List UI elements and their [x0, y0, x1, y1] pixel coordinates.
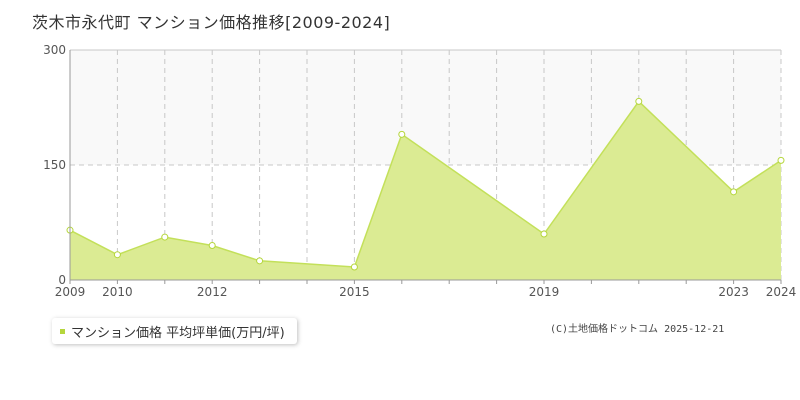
data-point: [113, 251, 121, 259]
y-ticks: 0 150 300: [43, 43, 66, 287]
x-ticks: 2009 2010 2012 2015 2019 2023 2024: [55, 280, 797, 299]
data-point: [635, 97, 643, 105]
copyright: (C)土地価格ドットコム 2025-12-21: [550, 324, 725, 335]
x-tick-label: 2012: [197, 285, 228, 299]
x-tick-label: 2015: [339, 285, 370, 299]
price-area: [70, 101, 781, 281]
x-tick-label: 2023: [718, 285, 749, 299]
x-tick-label: 2010: [102, 285, 133, 299]
data-points: [66, 97, 785, 271]
x-tick-label: 2019: [529, 285, 560, 299]
legend-swatch: [60, 328, 65, 334]
data-point: [350, 263, 358, 271]
y-tick-label: 0: [58, 273, 66, 287]
data-point: [777, 156, 785, 164]
data-point: [208, 242, 216, 249]
data-point: [398, 130, 406, 138]
y-tick-label: 300: [43, 43, 66, 57]
x-tick-label: 2024: [766, 285, 797, 299]
legend-label: マンション価格 平均坪単価(万円/坪): [71, 325, 285, 341]
data-point: [161, 233, 169, 241]
legend: マンション価格 平均坪単価(万円/坪): [52, 318, 297, 344]
data-point: [730, 188, 738, 196]
data-point: [256, 257, 264, 265]
x-tick-label: 2009: [55, 285, 86, 299]
y-tick-label: 150: [43, 158, 66, 172]
chart-title: 茨木市永代町 マンション価格推移[2009-2024]: [32, 13, 391, 32]
data-point: [540, 230, 548, 238]
